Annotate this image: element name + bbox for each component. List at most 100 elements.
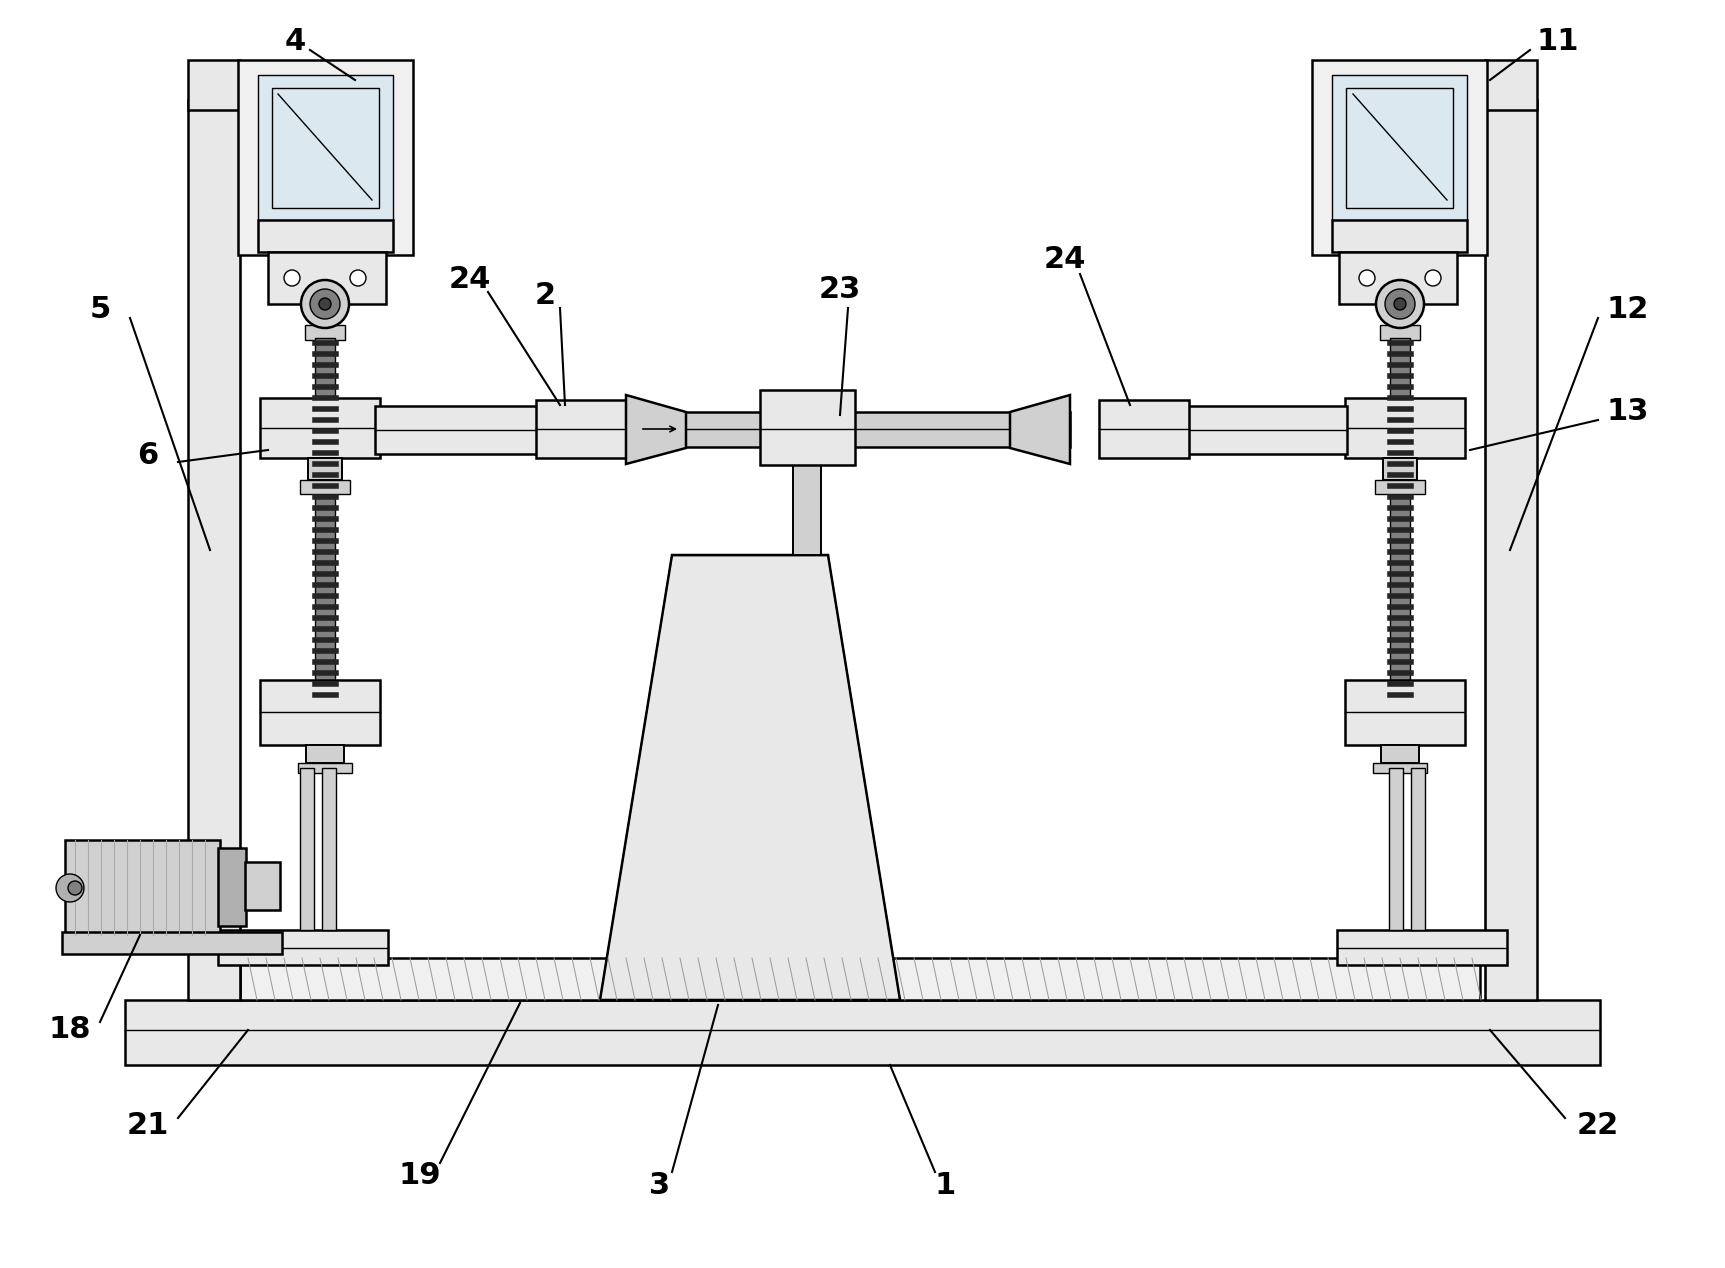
Bar [312,637,338,642]
Polygon shape [626,396,687,464]
Bar [536,399,626,458]
Bar [312,472,338,477]
Bar [1387,462,1413,467]
Text: 2: 2 [535,280,555,309]
Bar [1387,483,1413,488]
Circle shape [310,289,340,320]
Bar [1346,87,1452,208]
Bar [1387,571,1413,576]
Bar [312,604,338,609]
Bar [1387,593,1413,598]
Bar [312,549,338,554]
Circle shape [1425,270,1440,287]
Circle shape [1359,270,1375,287]
Bar [240,959,1480,1000]
Bar [1387,406,1413,411]
Bar [267,252,386,304]
Bar [312,571,338,576]
Text: 22: 22 [1577,1111,1620,1140]
Bar [312,361,338,366]
Bar [312,351,338,356]
Bar [1387,340,1413,345]
Bar [761,391,856,465]
Bar [245,862,279,910]
Bar [124,1000,1601,1065]
Bar [1099,399,1189,458]
Bar [312,505,338,510]
Bar [1387,495,1413,500]
Bar [312,692,338,697]
Bar [1387,681,1413,686]
Bar [312,670,338,675]
Bar [1382,746,1420,763]
Bar [1387,527,1413,533]
Bar [1387,472,1413,477]
Bar [1387,538,1413,543]
Bar [1387,351,1413,356]
Bar [1332,75,1466,221]
Bar [312,439,338,444]
Text: 13: 13 [1606,397,1649,426]
Bar [680,412,1070,448]
Bar [1387,626,1413,631]
Text: 19: 19 [398,1160,442,1189]
Bar [312,582,338,587]
Bar [259,75,393,221]
Bar [1380,325,1420,340]
Bar [312,429,338,432]
Bar [298,763,352,773]
Bar [305,746,343,763]
Bar [309,458,342,481]
Bar [1373,763,1427,773]
Bar [312,681,338,686]
Bar [1387,604,1413,609]
Text: 23: 23 [819,275,861,304]
Bar [1387,615,1413,620]
Text: 5: 5 [90,295,110,325]
Bar [312,659,338,664]
Circle shape [285,270,300,287]
Bar [1390,339,1409,697]
Text: 1: 1 [935,1170,956,1200]
Bar [312,615,338,620]
Bar [323,768,336,929]
Bar [312,417,338,422]
Bar [312,396,338,399]
Circle shape [300,280,348,328]
Bar [1387,692,1413,697]
Text: 24: 24 [448,265,492,294]
Circle shape [319,298,331,309]
Bar [1389,768,1402,929]
Bar [1387,439,1413,444]
Bar [1387,659,1413,664]
Bar [1337,929,1508,965]
Circle shape [1377,280,1425,328]
Text: 18: 18 [48,1016,91,1045]
Text: 12: 12 [1606,295,1649,325]
Circle shape [67,881,83,895]
Bar [1485,100,1537,1000]
Bar [794,465,821,555]
Bar [374,406,540,454]
Bar [1387,429,1413,432]
Polygon shape [600,555,900,1000]
Bar [1339,252,1458,304]
Bar [1387,516,1413,521]
Text: 21: 21 [128,1111,169,1140]
Bar [259,221,393,252]
Text: 3: 3 [649,1170,671,1200]
Bar [312,450,338,455]
Bar [260,680,380,746]
Bar [1387,670,1413,675]
Circle shape [55,874,85,902]
Bar [1485,60,1537,110]
Bar [1387,637,1413,642]
Bar [312,462,338,467]
Bar [312,626,338,631]
Bar [312,406,338,411]
Bar [188,100,240,1000]
Bar [300,481,350,495]
Bar [312,648,338,653]
Bar [312,495,338,500]
Bar [1332,221,1466,252]
